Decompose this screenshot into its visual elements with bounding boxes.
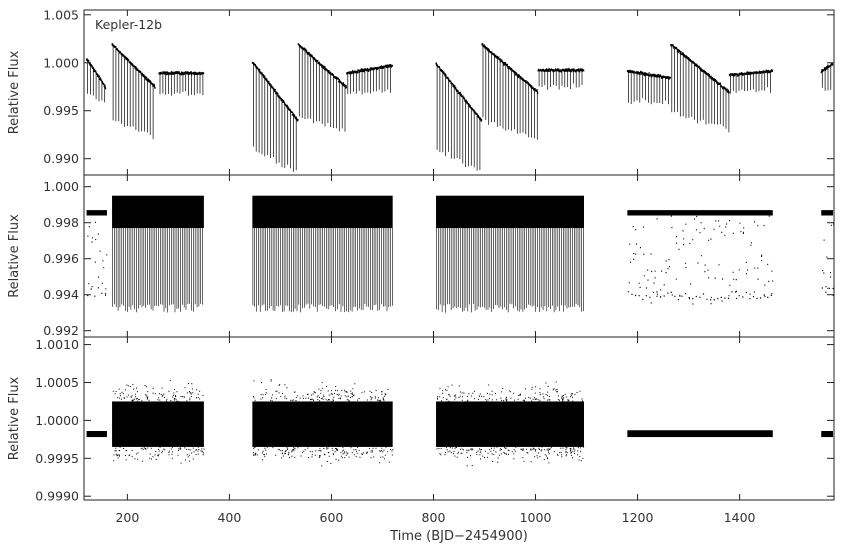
y-tick-label: 1.0000 (35, 413, 79, 428)
residual-band (86, 431, 107, 438)
panel-1-segment (537, 67, 585, 90)
x-tick-label: 400 (217, 510, 241, 525)
transit-points (87, 221, 108, 297)
transit-points (298, 44, 346, 132)
x-tick-label: 600 (320, 510, 344, 525)
panel-1-segment (435, 62, 483, 171)
y-tick-label: 0.9995 (35, 451, 79, 466)
panel-1-segment (481, 43, 539, 140)
baseline-points (481, 43, 539, 95)
y-tick-label: 0.996 (43, 251, 79, 266)
panel-1-segment (346, 64, 393, 95)
y-tick-label: 1.000 (43, 179, 79, 194)
panel-1: 0.990 0.995 1.000 1.005 Kepler-12b Relative… (7, 7, 835, 176)
transit-points (538, 69, 583, 90)
x-tick-labels: 200 400 600 800 1000 1200 1400 (115, 510, 755, 525)
panel-1-ylabel: Relative Flux (7, 50, 22, 134)
outlier-points (436, 381, 585, 467)
out-of-transit-band (86, 210, 107, 216)
out-of-transit-band (112, 195, 204, 229)
out-of-transit-band (821, 210, 833, 216)
x-tick-label: 1400 (724, 510, 756, 525)
transit-points (730, 70, 771, 94)
transit-points (436, 228, 584, 313)
out-of-transit-band (627, 210, 773, 216)
y-tick-label: 0.995 (43, 103, 79, 118)
out-of-transit-band (436, 195, 584, 229)
transit-points (159, 72, 204, 96)
panel-2-ticks: 0.992 0.994 0.996 0.998 1.000 (43, 175, 834, 338)
panel-1-segment (158, 71, 205, 96)
y-tick-label: 0.990 (43, 151, 79, 166)
y-tick-label: 1.0010 (35, 337, 79, 352)
y-tick-label: 1.000 (43, 55, 79, 70)
residual-band (112, 401, 204, 447)
residual-band (252, 401, 393, 447)
transit-points (627, 215, 774, 305)
transit-points (671, 44, 730, 133)
panel-1-segment (728, 69, 773, 94)
outlier-points (112, 380, 205, 464)
panel-1-points (86, 43, 834, 172)
x-tick-label: 200 (115, 510, 139, 525)
panel-3-segment (86, 431, 107, 438)
transit-points (821, 64, 832, 91)
y-tick-label: 0.992 (43, 323, 79, 338)
panel-2-segment (112, 195, 204, 313)
x-tick-label: 1000 (520, 510, 552, 525)
panel-2: 0.992 0.994 0.996 0.998 1.000 Relative Flux (7, 174, 835, 338)
panel-3-frame (83, 336, 835, 501)
transit-points (821, 223, 834, 296)
outlier-points (252, 379, 394, 467)
panel-3-ylabel: Relative Flux (7, 376, 22, 460)
panel-3-segment (821, 431, 833, 438)
transit-points (87, 59, 106, 103)
transit-points (252, 228, 393, 313)
panel-1-segment (297, 43, 347, 132)
panel-1-ticks: 0.990 0.995 1.000 1.005 (43, 7, 834, 175)
star-label: Kepler-12b (95, 17, 162, 32)
panel-2-segment (86, 210, 108, 297)
y-tick-label: 0.998 (43, 215, 79, 230)
transit-points (436, 64, 481, 171)
transit-points (482, 44, 538, 140)
y-tick-label: 0.994 (43, 287, 79, 302)
panel-1-segment (670, 44, 730, 133)
panel-3-segment (436, 381, 585, 467)
panel-1-segment (820, 62, 834, 91)
panel-2-segment (436, 195, 584, 313)
transit-points (347, 65, 391, 95)
transit-points (112, 44, 154, 140)
panel-2-segment (627, 210, 774, 305)
y-tick-label: 1.005 (43, 7, 79, 22)
x-tick-label: 800 (422, 510, 446, 525)
panel-3-segment (112, 380, 205, 464)
panel-1-segment (251, 61, 299, 172)
panel-3: 0.9990 0.9995 1.0000 1.0005 1.0010 Relative … (7, 336, 835, 504)
x-axis-label: Time (BJD−2454900) (389, 529, 528, 544)
out-of-transit-band (252, 195, 393, 229)
transit-points (628, 70, 669, 105)
panel-2-segment (252, 195, 393, 313)
panel-2-points (86, 195, 834, 313)
residual-band (627, 430, 773, 438)
y-tick-label: 1.0005 (35, 375, 79, 390)
panel-3-points (86, 379, 833, 467)
transit-points (253, 62, 297, 172)
transit-points (112, 228, 203, 313)
panel-1-segment (86, 58, 107, 103)
residual-band (436, 401, 584, 447)
panel-3-segment (252, 379, 394, 467)
residual-band (821, 431, 833, 438)
panel-3-segment (627, 430, 773, 438)
panel-2-ylabel: Relative Flux (7, 214, 22, 298)
x-tick-label: 1200 (622, 510, 654, 525)
panel-1-segment (111, 43, 156, 140)
y-tick-label: 0.9990 (35, 489, 79, 504)
panel-3-ticks: 0.9990 0.9995 1.0000 1.0005 1.0010 (35, 337, 834, 504)
panel-1-segment (626, 69, 671, 105)
